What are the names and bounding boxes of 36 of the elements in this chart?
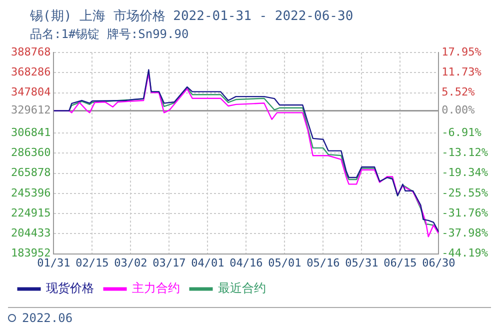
x-tick-label: 03/17 [152,256,186,270]
y-tick-label: 245396 [10,186,51,200]
x-tick-label: 05/31 [345,256,378,270]
x-tick-label: 05/16 [306,256,340,270]
chart-subtitle: 品名:1#锡锭 牌号:Sn99.90 [29,26,190,43]
y2-tick-label: -37.98% [442,226,488,240]
y-tick-label: 286360 [10,146,51,160]
y2-tick-label: 5.52% [442,86,476,99]
y2-tick-label: 11.73% [442,66,482,79]
legend-label: 现货价格 [46,281,94,296]
y-tick-label: 388768 [10,45,51,58]
y-tick-label: 306841 [10,126,51,139]
chart-title: 锡(期) 上海 市场价格 2022-01-31 - 2022-06-30 [29,8,354,26]
x-tick-label: 06/30 [422,256,456,270]
y2-tick-label: -6.91% [442,126,482,139]
y-tick-label: 329612 [10,104,51,117]
y2-tick-label: 0.00% [442,104,476,117]
x-tick-label: 03/02 [114,256,148,270]
x-tick-label: 02/15 [76,256,109,270]
x-tick-label: 04/16 [230,256,263,270]
y-tick-label: 204433 [10,226,51,240]
y2-tick-label: -31.76% [442,206,488,220]
y2-tick-label: -19.34% [442,166,488,180]
y2-tick-label: -13.12% [442,146,488,160]
y-tick-label: 368286 [10,66,51,79]
x-tick-label: 04/01 [191,256,224,270]
text: 2022.06 [22,311,73,325]
y-tick-label: 224915 [10,206,51,220]
x-tick-label: 05/01 [268,256,302,270]
y-tick-label: 265878 [10,166,51,180]
y-tick-label: 347804 [10,86,52,99]
legend-label: 主力合约 [132,281,180,296]
x-tick-label: 06/15 [384,256,417,270]
legend-label: 最近合约 [218,281,266,296]
y2-tick-label: -25.55% [442,186,488,200]
y2-tick-label: 17.95% [442,45,482,58]
